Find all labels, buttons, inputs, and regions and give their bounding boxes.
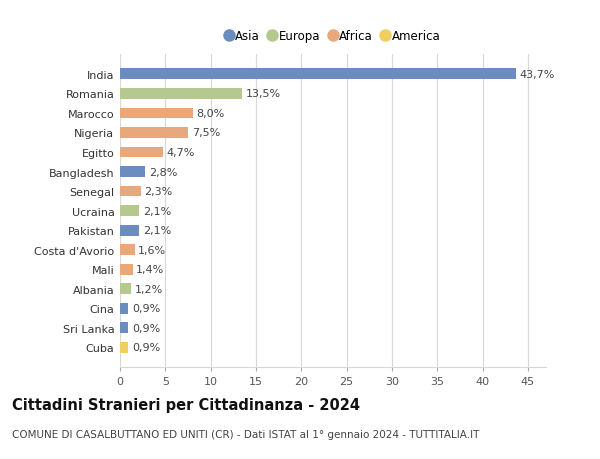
Text: 43,7%: 43,7% — [520, 70, 555, 79]
Bar — [120, 128, 188, 139]
Bar — [120, 186, 141, 197]
Text: 1,6%: 1,6% — [138, 245, 166, 255]
Text: 1,4%: 1,4% — [136, 265, 164, 274]
Bar — [120, 303, 128, 314]
Bar — [120, 167, 145, 178]
Text: COMUNE DI CASALBUTTANO ED UNITI (CR) - Dati ISTAT al 1° gennaio 2024 - TUTTITALI: COMUNE DI CASALBUTTANO ED UNITI (CR) - D… — [12, 429, 479, 439]
Text: 0,9%: 0,9% — [132, 304, 160, 313]
Bar — [120, 323, 128, 334]
Bar — [120, 108, 193, 119]
Text: 0,9%: 0,9% — [132, 323, 160, 333]
Bar — [120, 264, 133, 275]
Bar — [120, 147, 163, 158]
Text: 8,0%: 8,0% — [196, 109, 224, 118]
Bar — [120, 89, 242, 100]
Text: 4,7%: 4,7% — [166, 148, 194, 157]
Text: 2,1%: 2,1% — [143, 206, 171, 216]
Bar — [120, 284, 131, 295]
Bar — [120, 342, 128, 353]
Text: 1,2%: 1,2% — [134, 284, 163, 294]
Legend: Asia, Europa, Africa, America: Asia, Europa, Africa, America — [226, 30, 440, 43]
Text: 2,8%: 2,8% — [149, 167, 178, 177]
Text: 7,5%: 7,5% — [191, 128, 220, 138]
Text: 13,5%: 13,5% — [246, 89, 281, 99]
Text: 0,9%: 0,9% — [132, 343, 160, 353]
Text: 2,1%: 2,1% — [143, 226, 171, 235]
Bar — [120, 69, 516, 80]
Bar — [120, 225, 139, 236]
Bar — [120, 206, 139, 217]
Text: 2,3%: 2,3% — [145, 187, 173, 196]
Bar — [120, 245, 134, 256]
Text: Cittadini Stranieri per Cittadinanza - 2024: Cittadini Stranieri per Cittadinanza - 2… — [12, 397, 360, 412]
